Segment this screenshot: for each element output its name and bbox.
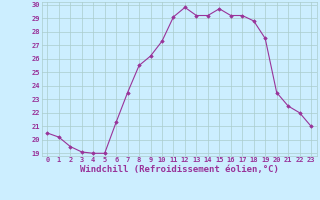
X-axis label: Windchill (Refroidissement éolien,°C): Windchill (Refroidissement éolien,°C)	[80, 165, 279, 174]
